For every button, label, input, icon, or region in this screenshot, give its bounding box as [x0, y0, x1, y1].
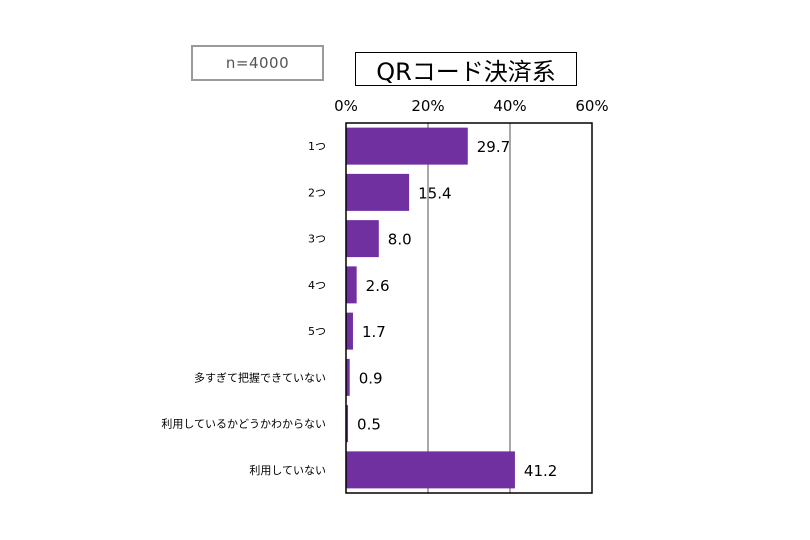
x-tick-label: 20% [411, 97, 444, 115]
bar [346, 358, 350, 396]
sample-size-badge: n=4000 [191, 45, 324, 81]
category-label: 2つ [308, 186, 326, 199]
value-label: 0.9 [359, 369, 383, 387]
category-label: 利用しているかどうかわからない [161, 418, 326, 431]
bar [346, 220, 379, 258]
plot-frame [345, 122, 593, 494]
bar [346, 451, 515, 489]
bar [346, 405, 349, 443]
value-label: 0.5 [357, 416, 381, 434]
x-tick-label: 40% [493, 97, 526, 115]
bar [346, 173, 410, 211]
bar [346, 312, 353, 350]
chart-title: QRコード決済系 [355, 52, 577, 86]
value-label: 1.7 [362, 323, 386, 341]
x-tick-label: 60% [575, 97, 608, 115]
category-label: 1つ [308, 140, 326, 153]
category-label: 利用していない [249, 464, 326, 477]
category-label: 3つ [308, 233, 326, 246]
x-tick-label: 0% [334, 97, 358, 115]
bar [346, 127, 468, 165]
value-label: 8.0 [388, 231, 412, 249]
category-label: 多すぎて把握できていない [194, 370, 326, 384]
category-label: 4つ [308, 279, 326, 292]
value-label: 2.6 [366, 277, 390, 295]
value-label: 29.7 [477, 138, 510, 156]
value-label: 41.2 [524, 462, 557, 480]
category-label: 5つ [308, 325, 326, 338]
value-label: 15.4 [418, 184, 451, 202]
bar [346, 266, 357, 304]
